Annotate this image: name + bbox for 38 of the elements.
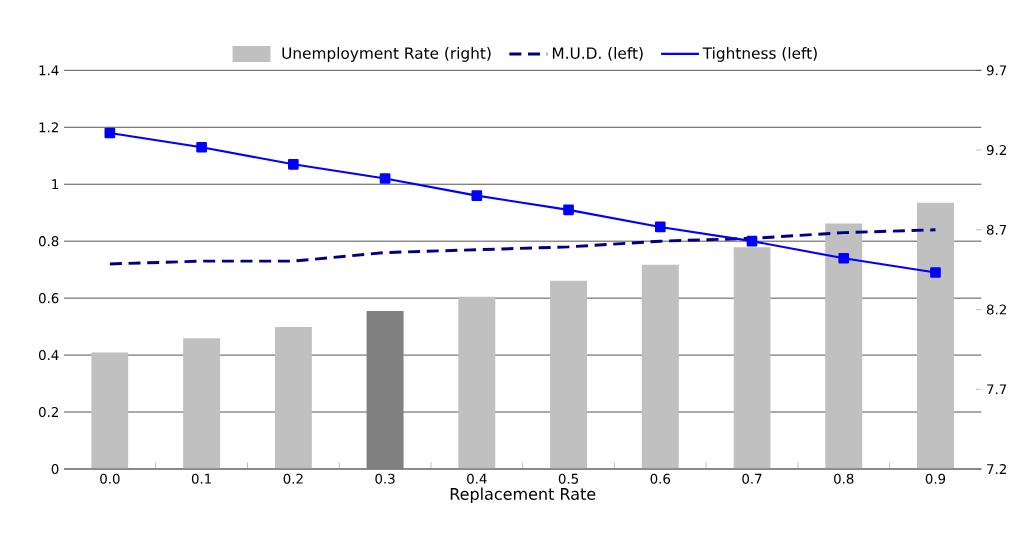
x-tick-label: 0.5 — [558, 473, 578, 484]
y2-tick-label: 8.7 — [986, 224, 1007, 235]
point — [196, 141, 207, 153]
y-tick-label: 1.4 — [39, 65, 59, 76]
y-tick-label: 0 — [51, 463, 59, 475]
point — [471, 190, 483, 201]
x-tick-label: 0.9 — [925, 473, 946, 484]
x-tick-label: 0.7 — [742, 473, 762, 484]
point — [654, 221, 666, 233]
y-tick-label: 0.8 — [38, 236, 59, 247]
y-tick-label: 0.6 — [38, 293, 59, 304]
x-tick-label: 0.3 — [375, 473, 395, 484]
x-tick-label: 0.4 — [467, 473, 487, 484]
y-tick-label: 0.4 — [38, 350, 59, 361]
point — [379, 173, 391, 184]
point — [563, 204, 574, 216]
x-tick-label: 0.6 — [650, 473, 671, 484]
y-tick-label: 1.2 — [39, 122, 58, 133]
x-axis-title: Replacement Rate — [450, 487, 596, 504]
point — [288, 158, 299, 170]
legend-label: Tightness (left) — [702, 47, 817, 62]
y2-tick-label: 7.2 — [987, 464, 1006, 474]
x-tick-label: 0.1 — [191, 473, 211, 484]
y2-tick-label: 8.2 — [986, 304, 1006, 315]
y2-tick-label: 9.7 — [986, 65, 1007, 76]
y2-tick-label: 7.7 — [987, 384, 1007, 395]
y2-tick-label: 9.2 — [986, 145, 1006, 156]
y-tick-label: 1 — [52, 179, 59, 190]
legend-label: Unemployment Rate (right) — [282, 47, 491, 62]
point — [930, 267, 941, 278]
x-tick-label: 0.8 — [834, 473, 854, 484]
x-tick-label: 0.0 — [100, 473, 120, 484]
point — [838, 252, 850, 264]
point — [104, 127, 116, 139]
y-tick-label: 0.2 — [38, 406, 58, 418]
point — [746, 235, 758, 247]
legend-label: M.U.D. (left) — [552, 47, 643, 61]
x-tick-label: 0.2 — [283, 473, 303, 484]
